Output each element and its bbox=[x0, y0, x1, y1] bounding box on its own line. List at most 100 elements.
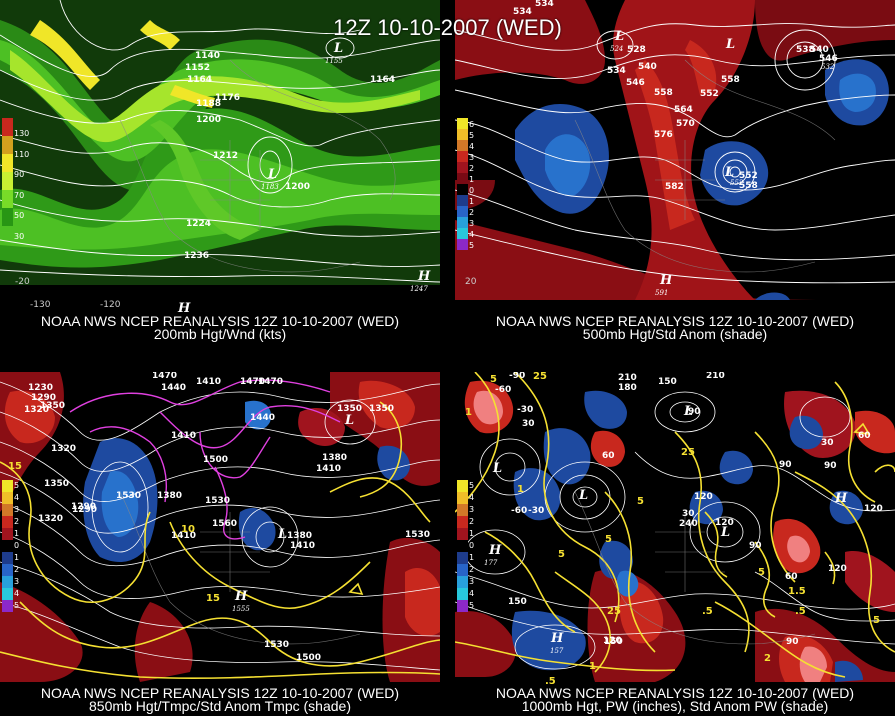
pw-label: 25 bbox=[607, 606, 621, 617]
pw-label: 5 bbox=[758, 567, 765, 578]
contour-label: 1320 bbox=[51, 444, 77, 454]
contour-label: 1152 bbox=[185, 63, 211, 73]
contour-label: 1530 bbox=[264, 640, 290, 650]
low-pressure-marker: L bbox=[721, 525, 731, 540]
colorbar-label: 6 bbox=[469, 120, 475, 129]
contour-label: 1440 bbox=[250, 413, 276, 423]
contour-label: 1380 bbox=[322, 453, 348, 463]
colorbar-label: 2 bbox=[469, 517, 475, 526]
contour-label: 1224 bbox=[186, 219, 212, 229]
contour-label: 1440 bbox=[161, 383, 187, 393]
pw-label: .5 bbox=[545, 676, 556, 687]
colorbar-label: 4 bbox=[14, 493, 20, 502]
contour-label: 558 bbox=[721, 75, 740, 85]
contour-label: 540 bbox=[810, 45, 829, 55]
contour-label: 150 bbox=[658, 377, 677, 387]
contour-label: 1164 bbox=[370, 75, 396, 85]
contour-label: 546 bbox=[626, 78, 645, 88]
colorbar-label: 4 bbox=[14, 589, 20, 598]
high-pressure-value: 591 bbox=[655, 289, 669, 297]
colorbar-label: 5 bbox=[469, 241, 475, 250]
contour-label: 90 bbox=[749, 541, 762, 551]
colorbar-label: 1 bbox=[469, 553, 475, 562]
temperature-label: 10 bbox=[181, 524, 195, 535]
low-pressure-value: 552 bbox=[730, 179, 744, 187]
colorbar-anomaly bbox=[457, 480, 468, 612]
colorbar-label: 5 bbox=[14, 481, 20, 490]
panel-caption-source: NOAA NWS NCEP REANALYSIS 12Z 10-10-2007 … bbox=[40, 313, 400, 329]
contour-label: 1410 bbox=[290, 541, 316, 551]
colorbar-label: 3 bbox=[469, 219, 475, 228]
pw-label: 1 bbox=[465, 407, 472, 418]
colorbar-label: 110 bbox=[14, 150, 30, 159]
pw-label: 5 bbox=[637, 496, 644, 507]
contour-label: 30 bbox=[682, 509, 695, 519]
longitude-label: 20 bbox=[465, 277, 477, 287]
contour-label: 30 bbox=[522, 419, 535, 429]
high-pressure-value: 177 bbox=[484, 559, 498, 567]
contour-label: 30 bbox=[821, 438, 834, 448]
contour-label: 582 bbox=[665, 182, 684, 192]
contour-label: 90 bbox=[824, 461, 837, 471]
contour-label: 570 bbox=[676, 119, 695, 129]
contour-label: 1530 bbox=[116, 491, 142, 501]
colorbar-label: 1 bbox=[469, 175, 475, 184]
low-pressure-marker: L bbox=[615, 29, 625, 44]
contour-label: 1410 bbox=[171, 531, 197, 541]
pw-label: 5 bbox=[558, 549, 565, 560]
contour-label: 1320 bbox=[24, 405, 50, 415]
low-pressure-marker: L bbox=[334, 41, 344, 56]
colorbar-label: 2 bbox=[14, 565, 20, 574]
contour-label: 120 bbox=[715, 518, 734, 528]
high-pressure-value: 1247 bbox=[410, 285, 428, 293]
pw-label: 5 bbox=[605, 534, 612, 545]
colorbar-label: 3 bbox=[14, 505, 20, 514]
colorbar-label: 0 bbox=[14, 541, 20, 550]
low-pressure-value: 524 bbox=[610, 45, 624, 53]
colorbar-label: 1 bbox=[14, 529, 20, 538]
contour-label: 1212 bbox=[213, 151, 239, 161]
contour-label: 120 bbox=[694, 492, 713, 502]
colorbar-anomaly bbox=[2, 480, 13, 612]
colorbar-label: 5 bbox=[469, 601, 475, 610]
low-pressure-marker: L bbox=[345, 413, 355, 428]
colorbar-label: 4 bbox=[469, 230, 475, 239]
contour-label: 552 bbox=[700, 89, 719, 99]
panel-caption-source: NOAA NWS NCEP REANALYSIS 12Z 10-10-2007 … bbox=[495, 313, 855, 329]
contour-label: 538 bbox=[796, 45, 815, 55]
map-1000mb-shading bbox=[455, 372, 895, 716]
high-pressure-marker: H bbox=[835, 491, 848, 506]
contour-label: 534 bbox=[513, 7, 532, 17]
panel-caption-source: NOAA NWS NCEP REANALYSIS 12Z 10-10-2007 … bbox=[495, 685, 855, 701]
contour-label: 1530 bbox=[205, 496, 231, 506]
high-pressure-marker: H bbox=[235, 589, 248, 604]
contour-label: -30 bbox=[528, 506, 545, 516]
panel-caption-field: 1000mb Hgt, PW (inches), Std Anom PW (sh… bbox=[521, 698, 829, 714]
pw-label: 2 bbox=[764, 653, 771, 664]
colorbar-label: 0 bbox=[469, 541, 475, 550]
contour-label: 1164 bbox=[187, 75, 213, 85]
contour-label: 1350 bbox=[337, 404, 363, 414]
low-pressure-marker: L bbox=[268, 167, 278, 182]
panel-1000mb-height-precipitable-water: 5 4 3 2 1 0 1 2 3 4 5 -90 -60 -30 30 210… bbox=[455, 372, 895, 716]
contour-label: 1290 bbox=[31, 393, 57, 403]
colorbar-label: 1 bbox=[14, 553, 20, 562]
colorbar-label: 3 bbox=[14, 577, 20, 586]
contour-label: -60 bbox=[495, 385, 512, 395]
contour-label: 1320 bbox=[38, 514, 64, 524]
colorbar-label: 1 bbox=[469, 529, 475, 538]
contour-label: 1188 bbox=[196, 99, 222, 109]
colorbar-label: 4 bbox=[469, 142, 475, 151]
pw-label: 25 bbox=[533, 372, 547, 382]
contour-label: 1176 bbox=[215, 93, 241, 103]
low-pressure-marker: L bbox=[278, 527, 288, 542]
high-pressure-marker: H bbox=[418, 269, 431, 284]
panel-caption-field: 500mb Hgt/Std Anom (shade) bbox=[582, 326, 768, 342]
contour-label: 1350 bbox=[40, 401, 66, 411]
contour-label: 1470 bbox=[258, 377, 284, 387]
colorbar-label: 2 bbox=[469, 565, 475, 574]
contour-label: 150 bbox=[508, 597, 527, 607]
pw-label: 5 bbox=[490, 374, 497, 385]
low-pressure-marker: L bbox=[684, 404, 694, 419]
